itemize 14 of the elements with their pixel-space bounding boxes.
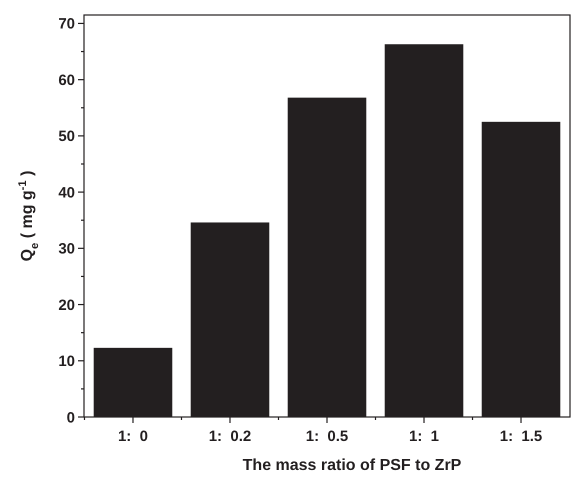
x-tick-label: 1: 1.5 <box>500 428 542 445</box>
x-axis-title: The mass ratio of PSF to ZrP <box>242 457 462 474</box>
y-tick-label: 0 <box>66 409 75 426</box>
y-tick-label: 30 <box>58 240 75 258</box>
x-tick-label: 1: 1 <box>409 428 440 445</box>
y-tick-label: 40 <box>58 184 75 202</box>
y-tick-label: 60 <box>58 72 75 89</box>
y-tick-label: 50 <box>58 128 75 146</box>
y-tick-label: 10 <box>58 353 75 370</box>
x-tick-label: 1: 0.2 <box>208 428 252 445</box>
x-tick-label: 1: 0.5 <box>306 428 348 445</box>
x-tick-label: 1: 0 <box>118 428 148 445</box>
y-tick-label: 20 <box>58 296 75 314</box>
y-tick-label: 70 <box>58 16 75 33</box>
